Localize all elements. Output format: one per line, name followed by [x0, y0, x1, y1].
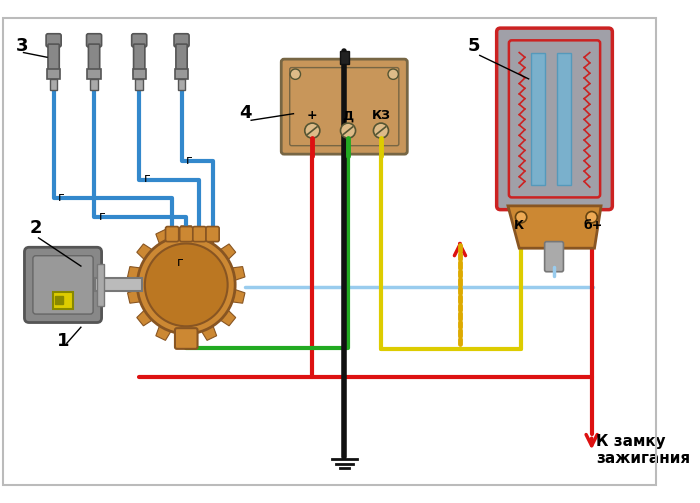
- Polygon shape: [202, 229, 217, 244]
- Bar: [52, 292, 74, 309]
- Bar: [55, 296, 63, 304]
- Text: 4: 4: [239, 105, 251, 122]
- Polygon shape: [156, 229, 171, 244]
- FancyBboxPatch shape: [166, 226, 179, 241]
- Bar: [50, 79, 57, 90]
- FancyBboxPatch shape: [176, 44, 187, 76]
- Polygon shape: [180, 333, 193, 344]
- Circle shape: [373, 123, 389, 138]
- Text: +: +: [307, 109, 318, 122]
- Polygon shape: [127, 267, 141, 280]
- Text: г: г: [58, 191, 65, 204]
- FancyBboxPatch shape: [88, 44, 99, 76]
- Text: 1: 1: [57, 332, 70, 350]
- Text: К: К: [514, 219, 524, 232]
- FancyBboxPatch shape: [545, 241, 564, 272]
- Bar: [95, 278, 142, 291]
- FancyBboxPatch shape: [180, 226, 193, 241]
- Polygon shape: [220, 244, 236, 260]
- Text: КЗ: КЗ: [372, 109, 391, 122]
- Text: г: г: [177, 256, 183, 269]
- Circle shape: [304, 123, 320, 138]
- FancyBboxPatch shape: [132, 34, 147, 47]
- Polygon shape: [136, 310, 153, 326]
- Bar: [97, 264, 104, 306]
- Circle shape: [340, 123, 356, 138]
- Circle shape: [388, 69, 398, 79]
- Polygon shape: [220, 310, 236, 326]
- FancyBboxPatch shape: [87, 34, 101, 47]
- Text: г: г: [144, 173, 150, 186]
- FancyBboxPatch shape: [48, 44, 60, 76]
- FancyBboxPatch shape: [497, 28, 612, 210]
- Circle shape: [515, 212, 527, 223]
- Bar: [88, 69, 101, 79]
- Bar: [175, 69, 188, 79]
- Circle shape: [586, 212, 597, 223]
- Polygon shape: [232, 290, 245, 303]
- FancyBboxPatch shape: [33, 256, 93, 314]
- Polygon shape: [508, 206, 601, 248]
- Text: г: г: [186, 153, 193, 166]
- Polygon shape: [202, 326, 217, 341]
- Bar: [557, 52, 571, 185]
- Polygon shape: [232, 267, 245, 280]
- Bar: [136, 79, 143, 90]
- Text: К замку
зажигания: К замку зажигания: [596, 434, 690, 466]
- Polygon shape: [136, 244, 153, 260]
- FancyBboxPatch shape: [174, 34, 189, 47]
- FancyBboxPatch shape: [281, 59, 407, 154]
- Bar: [47, 69, 60, 79]
- Circle shape: [137, 236, 235, 334]
- Polygon shape: [156, 326, 171, 341]
- Text: б+: б+: [584, 219, 603, 232]
- FancyBboxPatch shape: [193, 226, 206, 241]
- FancyBboxPatch shape: [175, 328, 197, 349]
- FancyBboxPatch shape: [206, 226, 219, 241]
- Text: г: г: [99, 210, 106, 223]
- Text: 2: 2: [29, 219, 42, 237]
- FancyBboxPatch shape: [25, 247, 101, 322]
- Bar: [340, 51, 349, 64]
- Text: Д: Д: [342, 109, 354, 122]
- Circle shape: [145, 243, 228, 326]
- FancyBboxPatch shape: [46, 34, 61, 47]
- Circle shape: [290, 69, 300, 79]
- Bar: [531, 52, 545, 185]
- Bar: [90, 79, 98, 90]
- Polygon shape: [180, 226, 193, 236]
- Bar: [178, 79, 186, 90]
- Bar: [132, 69, 146, 79]
- Polygon shape: [127, 290, 141, 303]
- Text: 3: 3: [16, 37, 29, 55]
- Text: 5: 5: [468, 37, 480, 55]
- FancyBboxPatch shape: [134, 44, 145, 76]
